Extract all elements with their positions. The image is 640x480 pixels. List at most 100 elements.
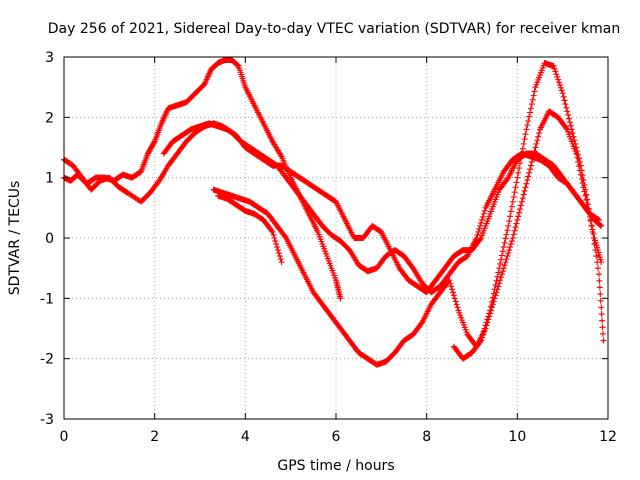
data-point: [550, 63, 557, 70]
data-point: [506, 218, 513, 225]
data-point: [447, 280, 454, 287]
data-point: [418, 320, 425, 327]
data-point: [506, 247, 513, 254]
data-point: [519, 195, 526, 202]
data-point: [556, 82, 563, 89]
x-tick-label: 4: [241, 429, 250, 445]
data-point: [512, 224, 519, 231]
data-point: [272, 238, 279, 245]
data-point: [557, 84, 564, 91]
data-point: [577, 162, 584, 169]
x-tick-label: 6: [332, 429, 341, 445]
data-point: [477, 236, 484, 243]
data-point: [599, 324, 606, 331]
data-point: [596, 277, 603, 284]
data-point: [554, 73, 561, 80]
series-3: [160, 120, 602, 296]
data-point: [487, 307, 494, 314]
data-point: [597, 222, 604, 229]
data-point: [517, 160, 524, 167]
data-point: [522, 131, 529, 138]
x-axis-label: GPS time / hours: [277, 458, 394, 474]
data-point: [477, 222, 484, 229]
y-tick-label: -2: [40, 352, 54, 368]
data-point: [561, 97, 568, 104]
data-point: [481, 325, 488, 332]
data-point: [508, 238, 515, 245]
data-point: [488, 298, 495, 305]
series-1: [61, 57, 344, 302]
data-point: [591, 241, 598, 248]
data-point: [479, 331, 486, 338]
data-point: [480, 210, 487, 217]
data-point: [527, 109, 534, 116]
data-point: [520, 140, 527, 147]
data-point: [517, 206, 524, 213]
data-point: [270, 231, 277, 238]
data-point: [488, 303, 495, 310]
data-point: [494, 273, 501, 280]
data-point: [500, 244, 507, 251]
data-point: [477, 338, 484, 345]
y-tick-label: -3: [40, 412, 54, 428]
data-point: [513, 220, 520, 227]
data-point: [475, 228, 482, 235]
data-point: [573, 144, 580, 151]
data-point: [268, 227, 275, 234]
data-point: [273, 241, 280, 248]
data-point: [479, 213, 486, 220]
data-point: [497, 260, 504, 267]
x-tick-label: 2: [150, 429, 159, 445]
y-axis-label: SDTVAR / TECUs: [7, 181, 23, 296]
data-point: [517, 202, 524, 209]
chart-title: Day 256 of 2021, Sidereal Day-to-day VTE…: [48, 21, 620, 37]
data-point: [589, 228, 596, 235]
data-point: [575, 155, 582, 162]
data-point: [570, 133, 577, 140]
data-point: [586, 210, 593, 217]
data-point: [595, 265, 602, 272]
data-point: [474, 231, 481, 238]
data-point: [453, 301, 460, 308]
data-point: [496, 265, 503, 272]
data-point: [491, 286, 498, 293]
data-point: [517, 155, 524, 162]
data-point: [490, 290, 497, 297]
data-point: [565, 111, 572, 118]
data-point: [598, 222, 605, 229]
data-point: [507, 244, 514, 251]
data-point: [514, 216, 521, 223]
data-point: [484, 316, 491, 323]
data-point: [503, 231, 510, 238]
data-point: [598, 311, 605, 318]
data-point: [588, 222, 595, 229]
data-point: [478, 337, 485, 344]
data-point: [478, 216, 485, 223]
data-point: [526, 113, 533, 120]
y-tick-label: 1: [45, 171, 54, 187]
data-point: [502, 259, 509, 266]
data-point: [523, 126, 530, 133]
data-point: [497, 277, 504, 284]
data-point: [276, 253, 283, 260]
data-point: [282, 233, 289, 240]
data-point: [269, 228, 276, 235]
data-point: [596, 284, 603, 291]
data-point: [585, 201, 592, 208]
data-point: [585, 206, 592, 213]
data-point: [581, 181, 588, 188]
data-point: [518, 198, 525, 205]
data-point: [150, 139, 157, 146]
data-point: [515, 169, 522, 176]
tick-marks: [63, 56, 609, 420]
data-points: [61, 57, 607, 368]
data-point: [454, 304, 461, 311]
data-point: [562, 101, 569, 108]
data-point: [450, 292, 457, 299]
data-point: [527, 105, 534, 112]
data-point: [523, 180, 530, 187]
data-point: [527, 162, 534, 169]
data-point: [481, 207, 488, 214]
data-point: [559, 90, 566, 97]
data-point: [529, 96, 536, 103]
